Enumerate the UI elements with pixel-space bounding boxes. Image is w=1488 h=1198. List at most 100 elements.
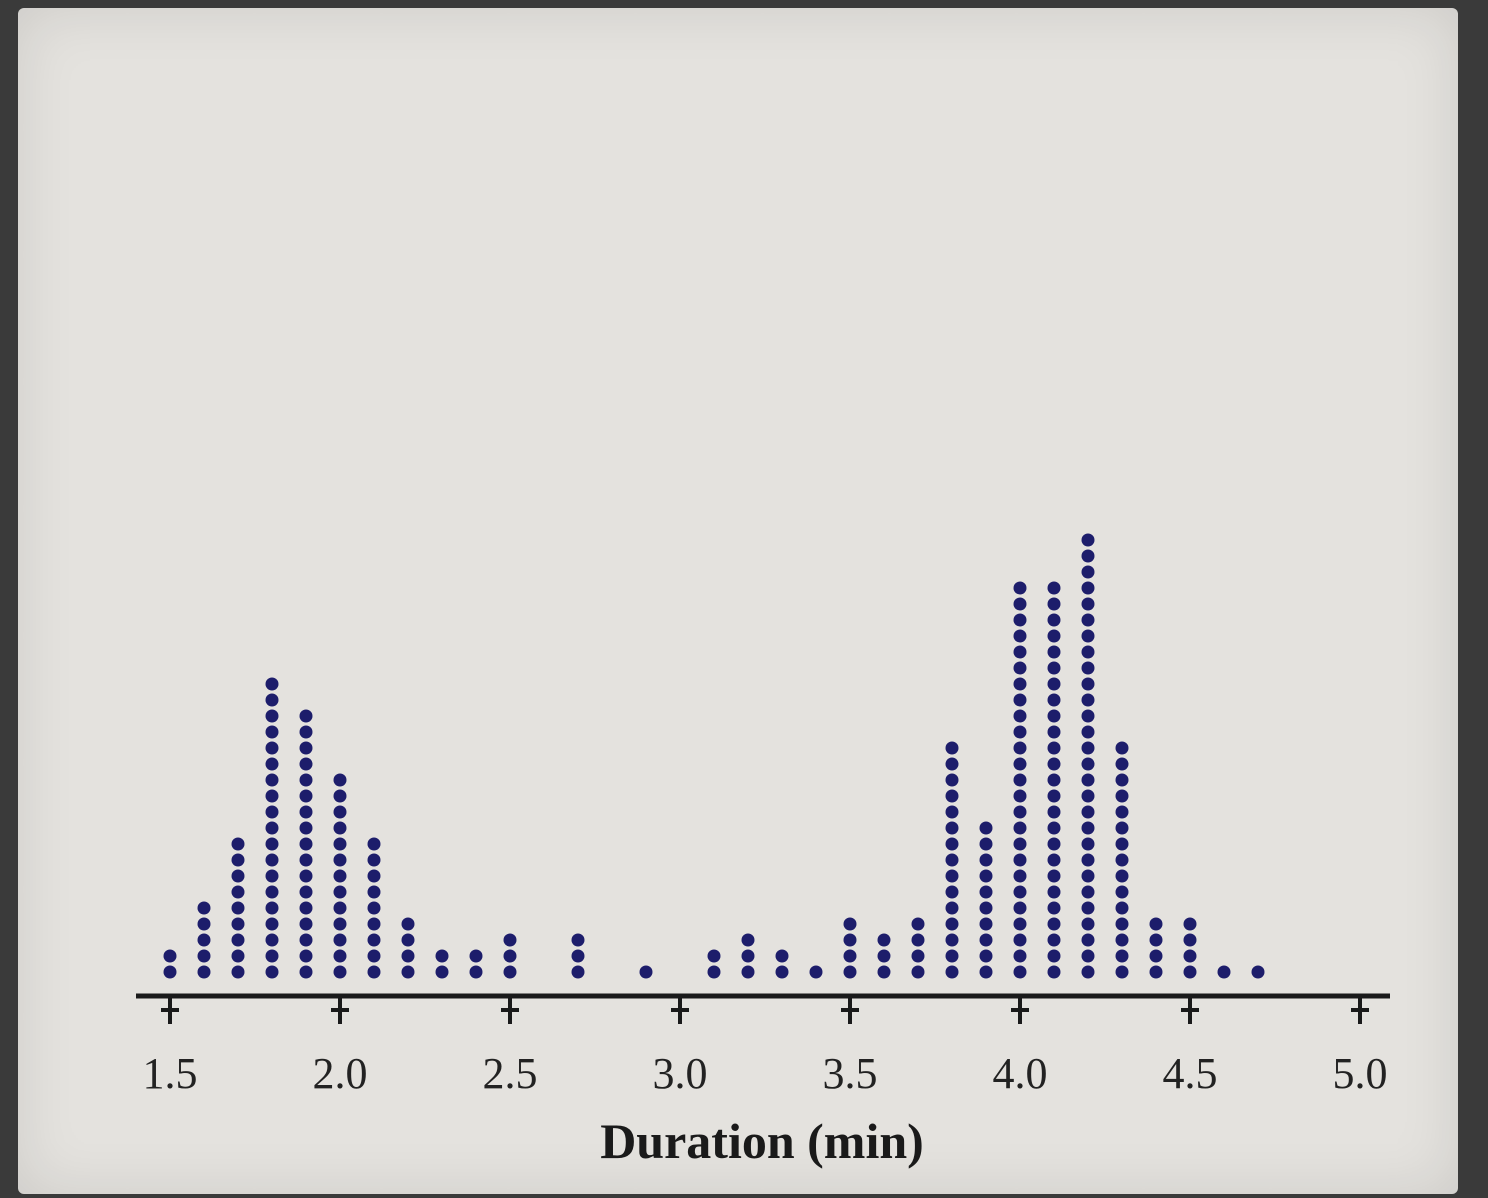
data-dot xyxy=(1081,629,1095,643)
data-dot xyxy=(1047,757,1061,771)
data-dot xyxy=(231,869,245,883)
data-dot xyxy=(265,805,279,819)
data-dot xyxy=(741,933,755,947)
data-dot xyxy=(1081,533,1095,547)
data-dot xyxy=(231,933,245,947)
data-dot xyxy=(1081,837,1095,851)
data-dot xyxy=(1013,613,1027,627)
data-dot xyxy=(1081,549,1095,563)
data-dot xyxy=(1047,725,1061,739)
data-dot xyxy=(1081,661,1095,675)
data-dot xyxy=(1115,773,1129,787)
data-dot xyxy=(367,933,381,947)
data-dot xyxy=(333,885,347,899)
data-dot xyxy=(265,821,279,835)
data-dot xyxy=(707,949,721,963)
data-dot xyxy=(1047,709,1061,723)
data-dot xyxy=(1115,885,1129,899)
data-dot xyxy=(1047,933,1061,947)
data-dot xyxy=(265,773,279,787)
data-dot xyxy=(401,933,415,947)
data-dot xyxy=(265,725,279,739)
data-dot xyxy=(299,773,313,787)
data-dot xyxy=(571,965,585,979)
data-dot xyxy=(945,933,959,947)
data-dot xyxy=(1047,917,1061,931)
data-dot xyxy=(945,853,959,867)
data-dot xyxy=(1047,837,1061,851)
x-tick-label: 5.0 xyxy=(1333,1049,1388,1098)
data-dot xyxy=(1013,661,1027,675)
data-dot xyxy=(197,933,211,947)
data-dot xyxy=(367,853,381,867)
data-dot xyxy=(1149,949,1163,963)
data-dot xyxy=(877,965,891,979)
data-dot xyxy=(843,917,857,931)
data-dot xyxy=(1047,693,1061,707)
data-dot xyxy=(843,949,857,963)
data-dot xyxy=(367,965,381,979)
data-dot xyxy=(1081,757,1095,771)
data-dot xyxy=(1149,965,1163,979)
data-dot xyxy=(333,853,347,867)
data-dot xyxy=(1047,741,1061,755)
data-dot xyxy=(367,917,381,931)
data-dot xyxy=(299,741,313,755)
data-dot xyxy=(1013,805,1027,819)
data-dot xyxy=(231,949,245,963)
data-dot xyxy=(1047,629,1061,643)
data-dot xyxy=(197,949,211,963)
data-dot xyxy=(333,773,347,787)
data-dot xyxy=(1081,917,1095,931)
data-dot xyxy=(775,949,789,963)
data-dot xyxy=(469,965,483,979)
data-dot xyxy=(265,885,279,899)
data-dot xyxy=(163,949,177,963)
data-dot xyxy=(367,869,381,883)
x-tick-label: 3.5 xyxy=(823,1049,878,1098)
data-dot xyxy=(503,949,517,963)
data-dot xyxy=(1115,805,1129,819)
data-dot xyxy=(809,965,823,979)
data-dot xyxy=(1115,853,1129,867)
data-dot xyxy=(333,917,347,931)
data-dot xyxy=(1013,709,1027,723)
data-dot xyxy=(1115,789,1129,803)
data-dot xyxy=(1081,741,1095,755)
data-dot xyxy=(1047,789,1061,803)
data-dot xyxy=(299,709,313,723)
data-dot xyxy=(1081,597,1095,611)
data-dot xyxy=(1149,917,1163,931)
data-dot xyxy=(1047,853,1061,867)
data-dot xyxy=(571,933,585,947)
data-dot xyxy=(775,965,789,979)
data-dot xyxy=(1251,965,1265,979)
data-dot xyxy=(299,901,313,915)
data-dot xyxy=(197,901,211,915)
data-dot xyxy=(299,725,313,739)
data-dot xyxy=(741,949,755,963)
data-dot xyxy=(1013,949,1027,963)
data-dot xyxy=(265,789,279,803)
data-dot xyxy=(333,821,347,835)
data-dot xyxy=(197,965,211,979)
data-dot xyxy=(1081,613,1095,627)
data-dot xyxy=(333,949,347,963)
data-dot xyxy=(1081,965,1095,979)
data-dot xyxy=(1183,933,1197,947)
data-dot xyxy=(1115,917,1129,931)
data-dot xyxy=(979,949,993,963)
data-dot xyxy=(367,949,381,963)
data-dot xyxy=(1013,757,1027,771)
data-dot xyxy=(1115,901,1129,915)
data-dot xyxy=(299,885,313,899)
data-dot xyxy=(1115,821,1129,835)
data-dot xyxy=(1013,693,1027,707)
data-dot xyxy=(1115,949,1129,963)
data-dot xyxy=(1047,661,1061,675)
data-dot xyxy=(1013,885,1027,899)
data-dot xyxy=(1013,773,1027,787)
data-dot xyxy=(945,837,959,851)
data-dot xyxy=(299,869,313,883)
data-dot xyxy=(979,837,993,851)
